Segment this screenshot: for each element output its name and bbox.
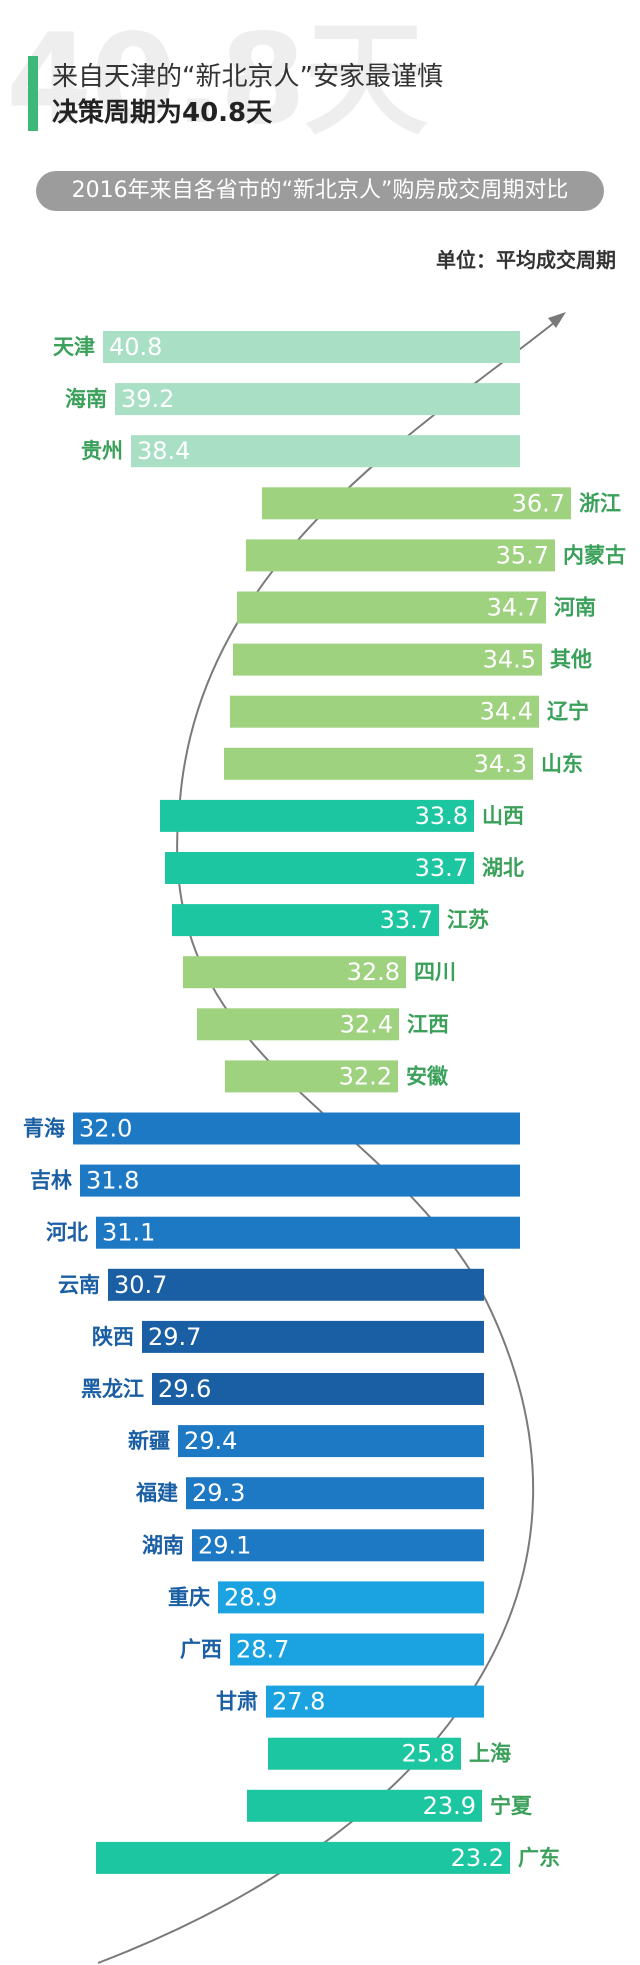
- bar-value-label: 23.2: [451, 1844, 504, 1872]
- bar-value-label: 29.4: [184, 1427, 237, 1455]
- bar-江苏: [172, 904, 439, 937]
- bar-吉林: [80, 1164, 520, 1197]
- bar-甘肃: [266, 1685, 484, 1718]
- bar-category-label: 上海: [469, 1742, 511, 1766]
- bar-category-label: 江苏: [447, 908, 489, 932]
- bar-category-label: 山东: [541, 752, 583, 776]
- bar-category-label: 宁夏: [490, 1794, 533, 1818]
- headline-line-2: 决策周期为40.8天: [52, 98, 273, 128]
- bar-value-label: 36.7: [512, 489, 565, 517]
- bar-江西: [197, 1008, 399, 1041]
- bar-category-label: 广东: [518, 1846, 560, 1870]
- bar-category-label: 山西: [482, 804, 524, 828]
- bar-辽宁: [230, 695, 539, 728]
- bar-广西: [230, 1633, 484, 1666]
- bar-value-label: 32.0: [79, 1115, 132, 1143]
- bar-value-label: 29.7: [148, 1323, 201, 1351]
- chart-subtitle: 2016年来自各省市的“新北京人”购房成交周期对比: [36, 171, 604, 211]
- bar-黑龙江: [152, 1373, 484, 1405]
- bar-value-label: 32.4: [340, 1010, 393, 1038]
- bar-category-label: 青海: [23, 1117, 65, 1141]
- bar-value-label: 35.7: [496, 541, 549, 569]
- bar-value-label: 33.7: [380, 906, 433, 934]
- bar-category-label: 四川: [414, 960, 456, 984]
- bar-category-label: 江西: [407, 1012, 449, 1036]
- bar-value-label: 23.9: [423, 1792, 476, 1820]
- bar-山西: [160, 799, 474, 832]
- bar-value-label: 33.8: [415, 802, 468, 830]
- bar-上海: [268, 1737, 461, 1770]
- bar-value-label: 34.4: [480, 698, 533, 726]
- bar-value-label: 40.8: [109, 333, 162, 361]
- bar-category-label: 福建: [135, 1481, 178, 1505]
- bar-category-label: 广西: [180, 1638, 222, 1662]
- bar-湖北: [165, 852, 474, 884]
- bar-海南: [115, 383, 520, 416]
- bar-山东: [224, 747, 533, 780]
- unit-label: 单位：平均成交周期: [436, 248, 616, 272]
- bar-value-label: 29.6: [158, 1375, 211, 1403]
- bar-云南: [108, 1268, 484, 1301]
- bar-天津: [103, 331, 520, 363]
- bar-category-label: 海南: [65, 387, 107, 411]
- bar-其他: [233, 643, 542, 676]
- bar-内蒙古: [246, 539, 555, 572]
- bar-重庆: [218, 1581, 484, 1614]
- bar-value-label: 34.5: [483, 646, 536, 674]
- bar-浙江: [262, 487, 571, 520]
- bar-四川: [183, 956, 406, 989]
- bar-安徽: [225, 1060, 398, 1093]
- bar-value-label: 31.1: [102, 1219, 155, 1247]
- bar-category-label: 河北: [46, 1221, 88, 1245]
- bar-value-label: 32.8: [347, 958, 400, 986]
- bar-category-label: 重庆: [168, 1585, 210, 1609]
- bar-广东: [96, 1841, 510, 1874]
- bar-value-label: 28.9: [224, 1583, 277, 1611]
- bar-value-label: 31.8: [86, 1167, 139, 1195]
- bar-category-label: 吉林: [30, 1169, 72, 1193]
- bar-value-label: 34.7: [487, 594, 540, 622]
- bar-宁夏: [247, 1789, 482, 1822]
- bar-value-label: 28.7: [236, 1636, 289, 1664]
- bar-贵州: [131, 435, 520, 468]
- bar-category-label: 黑龙江: [81, 1377, 144, 1401]
- bar-value-label: 29.1: [198, 1531, 251, 1559]
- bar-value-label: 33.7: [415, 854, 468, 882]
- bar-category-label: 天津: [53, 335, 95, 359]
- bar-category-label: 贵州: [81, 439, 123, 463]
- bar-category-label: 湖南: [142, 1533, 184, 1557]
- bar-category-label: 安徽: [406, 1064, 449, 1088]
- bar-category-label: 其他: [550, 648, 592, 672]
- bar-青海: [73, 1112, 520, 1145]
- bar-value-label: 30.7: [114, 1271, 167, 1299]
- bar-category-label: 甘肃: [216, 1690, 258, 1714]
- bar-category-label: 湖北: [482, 856, 524, 880]
- bar-value-label: 32.2: [339, 1062, 392, 1090]
- bar-陕西: [142, 1320, 484, 1353]
- bar-河南: [237, 591, 546, 624]
- bar-湖南: [192, 1529, 484, 1562]
- bar-value-label: 38.4: [137, 437, 190, 465]
- bar-category-label: 辽宁: [547, 700, 589, 724]
- bar-category-label: 陕西: [92, 1325, 134, 1349]
- bar-value-label: 27.8: [272, 1688, 325, 1716]
- title-accent-bar: [28, 56, 38, 131]
- bar-福建: [186, 1477, 484, 1510]
- bar-河北: [96, 1216, 520, 1249]
- bar-value-label: 29.3: [192, 1479, 245, 1507]
- bar-category-label: 内蒙古: [563, 543, 626, 567]
- curve-arrowhead: [548, 312, 566, 328]
- watermark-text: 40.8天: [6, 8, 428, 152]
- bar-value-label: 39.2: [121, 385, 174, 413]
- bar-新疆: [178, 1425, 484, 1458]
- bar-value-label: 34.3: [474, 750, 527, 778]
- bar-category-label: 云南: [58, 1273, 100, 1297]
- bar-category-label: 河南: [554, 596, 596, 620]
- headline-line-1: 来自天津的“新北京人”安家最谨慎: [52, 62, 443, 92]
- bar-value-label: 25.8: [402, 1740, 455, 1768]
- bar-category-label: 浙江: [579, 491, 621, 515]
- bar-category-label: 新疆: [128, 1429, 170, 1453]
